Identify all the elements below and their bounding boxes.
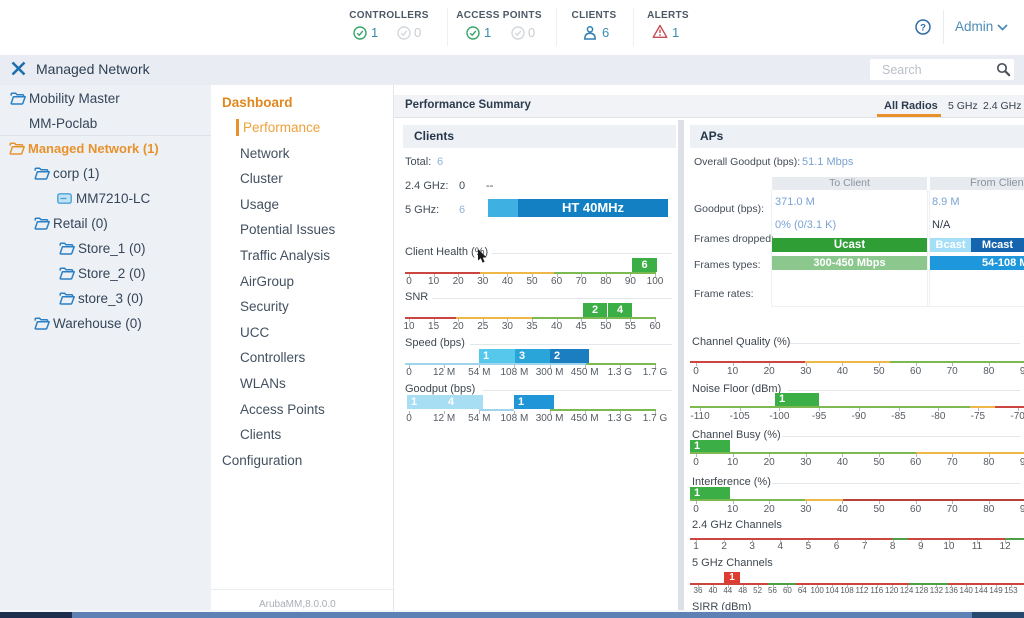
svg-text:?: ? [920,22,926,33]
